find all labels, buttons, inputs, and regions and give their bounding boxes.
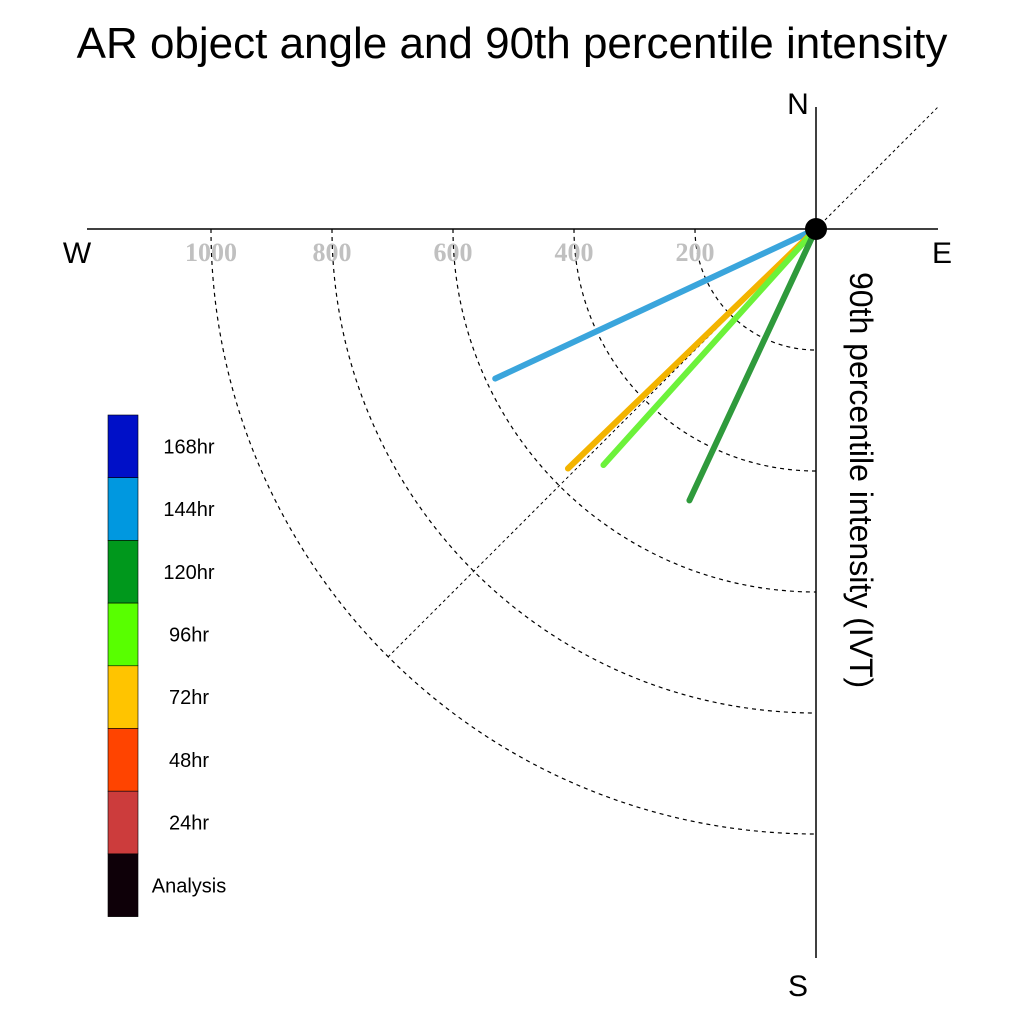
legend-label-24hr: 24hr [169,813,209,835]
vector-72hr [564,226,819,472]
compass-north: N [787,88,809,121]
ring-label-200: 200 [676,238,715,267]
legend-label-48hr: 48hr [169,750,209,772]
legend-swatch-48hr [107,728,139,792]
legend-label-120hr: 120hr [163,562,214,584]
legend-swatch-analysis [107,853,139,917]
ring-200 [694,228,817,351]
reference-diagonal [387,106,939,658]
legend-swatch-24hr [107,790,139,855]
legend-label-168hr: 168hr [163,436,214,458]
legend-swatch-96hr [107,602,139,667]
vector-120hr [686,226,819,504]
legend-label-analysis: Analysis [152,875,226,897]
axis-label: 90th percentile intensity (IVT) [843,272,879,688]
vectors [492,226,819,504]
chart-title: AR object angle and 90th percentile inte… [77,19,948,68]
compass-east: E [932,237,952,270]
vector-96hr [600,226,819,469]
vector-144hr [492,226,819,382]
ring-label-600: 600 [434,238,473,267]
ring-labels: 200 400 600 800 1000 [185,238,715,267]
ring-label-400: 400 [555,238,594,267]
legend-swatch-144hr [107,477,139,541]
legend: 168hr 144hr 120hr 96hr 72hr 48hr 24hr Analysis [107,414,226,917]
legend-label-96hr: 96hr [169,624,209,646]
origin-dot [805,218,827,240]
legend-label-144hr: 144hr [163,499,214,521]
legend-swatch-168hr [107,414,139,479]
compass-west: W [63,237,92,270]
compass-south: S [788,970,808,1003]
legend-swatch-120hr [107,540,139,604]
legend-label-72hr: 72hr [169,687,209,709]
legend-swatch-72hr [107,665,139,729]
ring-label-800: 800 [313,238,352,267]
ring-800 [331,228,817,714]
ring-label-1000: 1000 [185,238,237,267]
